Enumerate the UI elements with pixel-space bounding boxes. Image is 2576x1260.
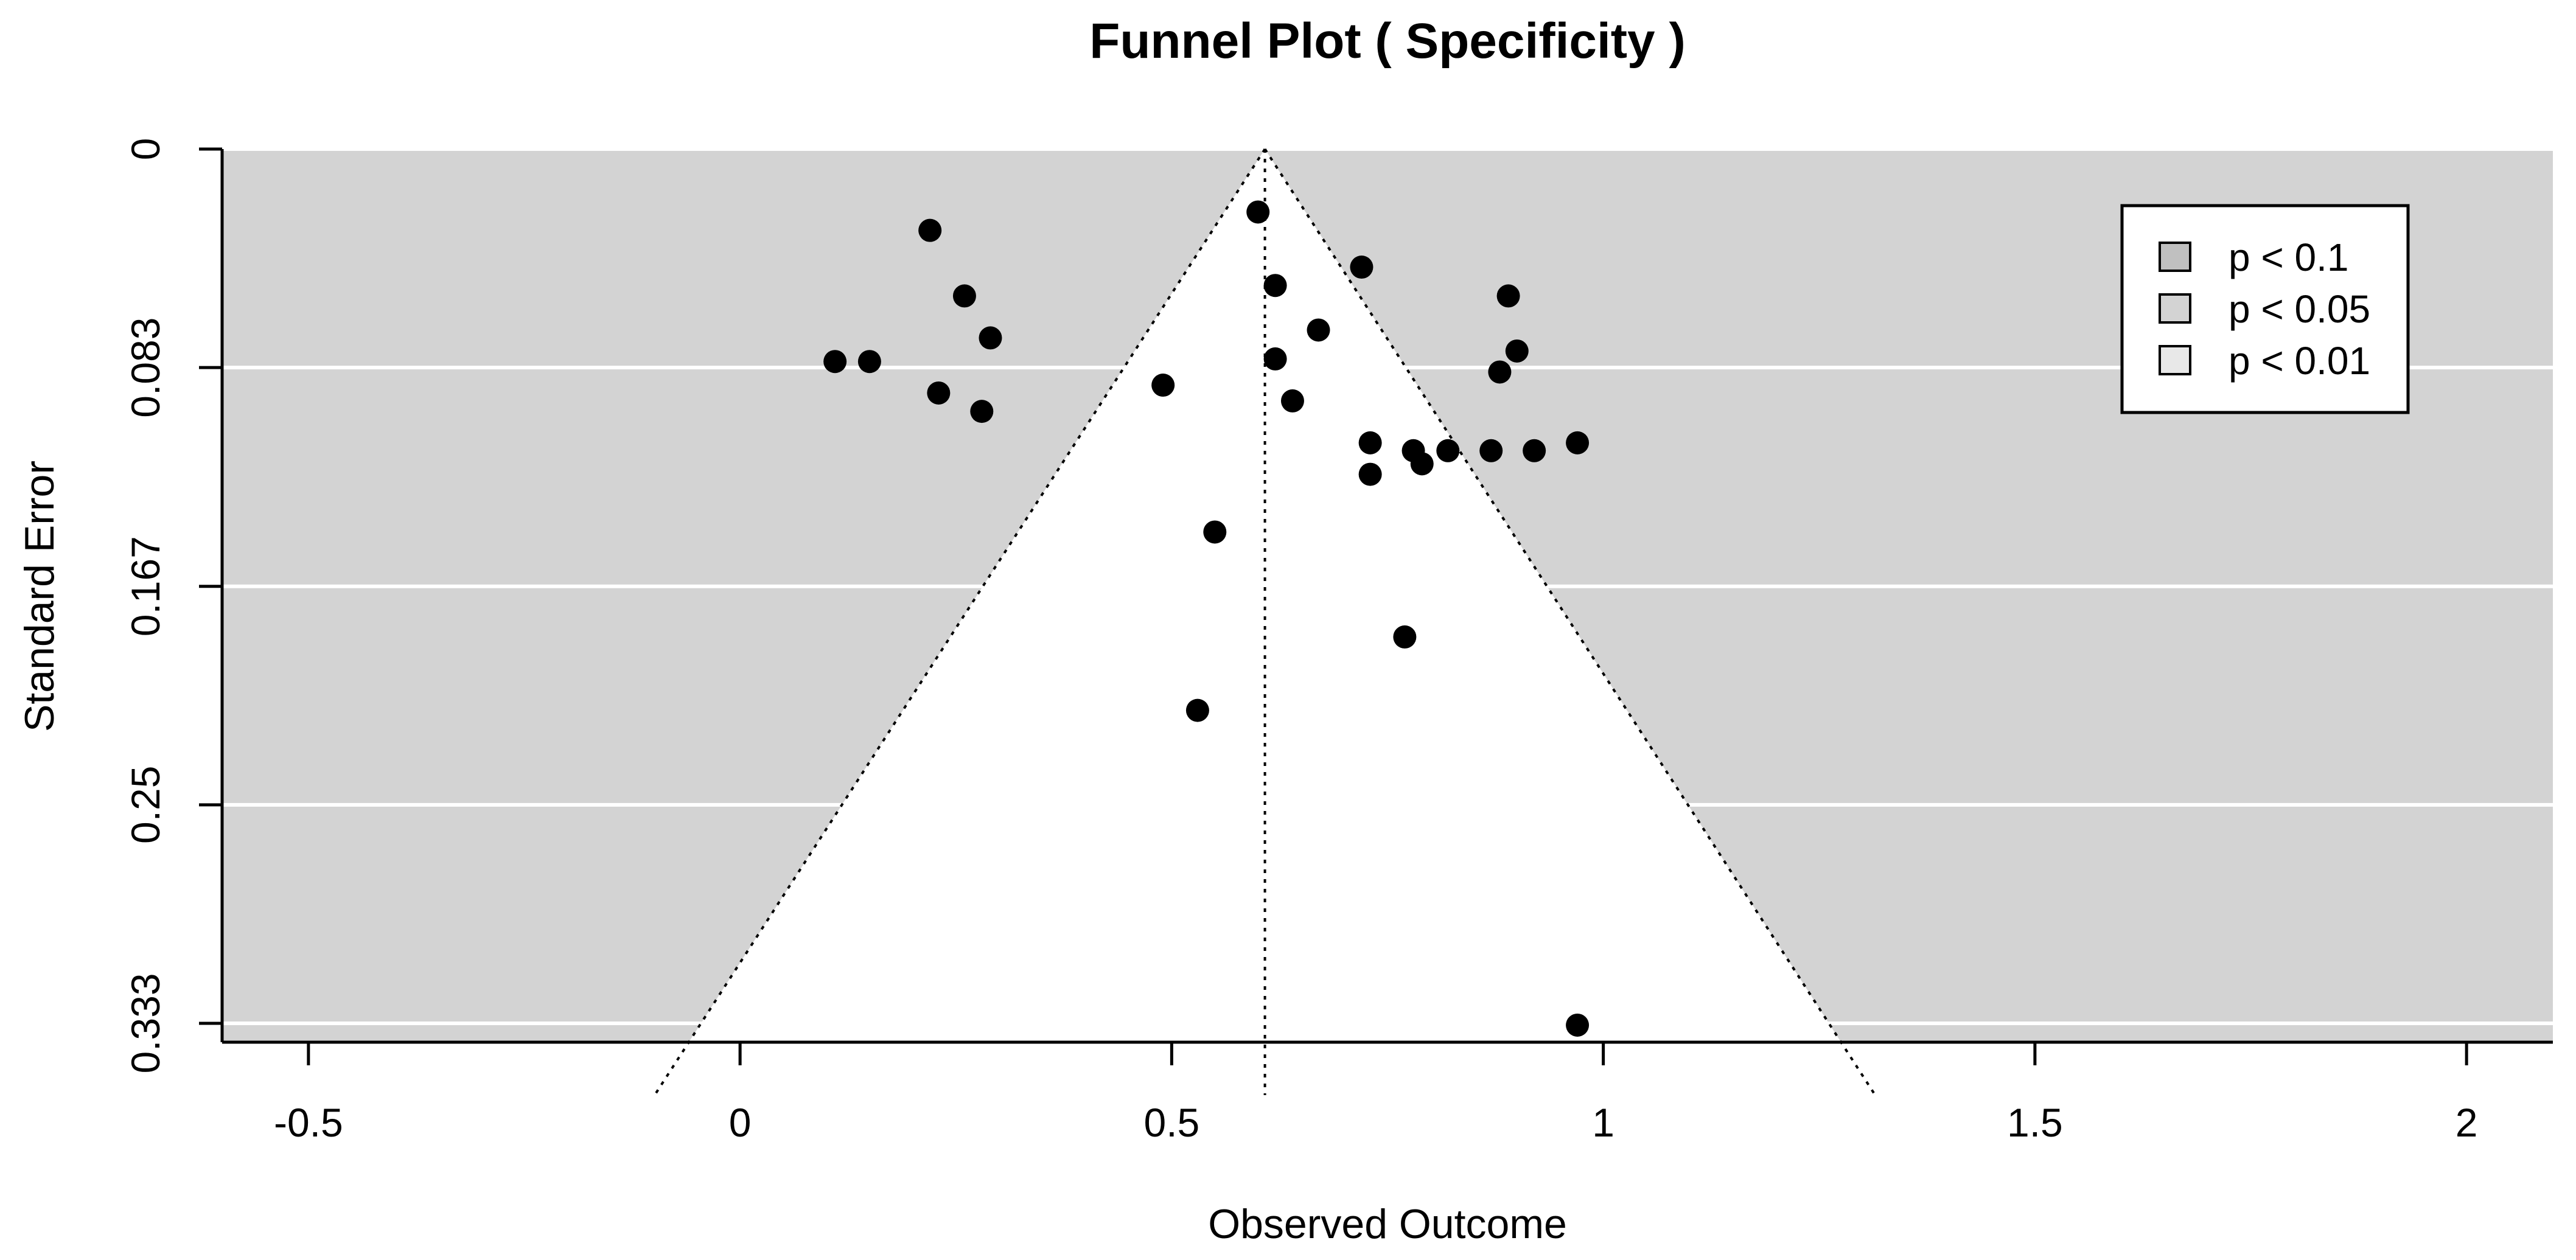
- data-point-2: [979, 326, 1002, 350]
- data-point-24: [1496, 284, 1520, 308]
- y-tick-label-2: 0.167: [123, 536, 168, 636]
- legend: p < 0.1 p < 0.05 p < 0.01: [2120, 204, 2410, 414]
- legend-swatch-2: [2159, 345, 2191, 375]
- data-point-14: [1358, 431, 1382, 454]
- y-tick-label-1: 0.083: [123, 318, 168, 418]
- x-tick-label-2: 0.5: [1143, 1100, 1199, 1145]
- legend-swatch-1: [2159, 293, 2191, 324]
- funnel-left-line: [654, 148, 1266, 1096]
- x-tick-label-3: 1: [1592, 1100, 1614, 1145]
- data-point-5: [927, 381, 951, 405]
- data-point-8: [1246, 200, 1270, 224]
- legend-swatch-0: [2159, 242, 2191, 272]
- funnel-region: [688, 149, 1841, 1042]
- x-tick-label-4: 1.5: [2007, 1100, 2063, 1145]
- data-point-7: [1151, 374, 1175, 397]
- chart-title: Funnel Plot ( Specificity ): [1089, 13, 1686, 69]
- funnel-group: [688, 149, 1841, 1042]
- data-point-4: [857, 350, 881, 374]
- x-tick-label-1: 0: [729, 1100, 752, 1145]
- data-point-0: [918, 218, 942, 242]
- data-point-6: [970, 400, 994, 423]
- data-point-19: [1479, 439, 1503, 462]
- data-point-25: [1203, 520, 1227, 544]
- data-point-28: [1566, 1013, 1590, 1037]
- data-point-23: [1505, 339, 1529, 363]
- legend-label-0: p < 0.1: [2229, 235, 2349, 279]
- data-point-12: [1307, 318, 1330, 342]
- data-point-9: [1263, 274, 1287, 298]
- funnel-right-line: [1263, 148, 1877, 1096]
- data-point-22: [1488, 360, 1512, 384]
- data-point-1: [952, 284, 976, 308]
- data-point-18: [1436, 439, 1460, 462]
- y-tick-label-0: 0: [123, 138, 168, 161]
- data-point-26: [1393, 625, 1417, 649]
- data-point-11: [1280, 389, 1304, 412]
- data-point-20: [1523, 439, 1546, 462]
- data-point-13: [1350, 256, 1374, 279]
- x-tick-label-0: -0.5: [274, 1100, 343, 1145]
- data-point-3: [823, 350, 847, 374]
- data-point-17: [1410, 452, 1434, 476]
- x-tick-label-5: 2: [2456, 1100, 2478, 1145]
- x-axis-label: Observed Outcome: [1208, 1201, 1567, 1247]
- legend-label-2: p < 0.01: [2229, 339, 2370, 383]
- y-tick-label-3: 0.25: [123, 766, 168, 844]
- data-point-21: [1566, 431, 1590, 454]
- data-point-27: [1185, 698, 1209, 722]
- data-point-15: [1358, 462, 1382, 486]
- legend-label-1: p < 0.05: [2229, 287, 2370, 331]
- y-tick-label-4: 0.333: [123, 973, 168, 1073]
- data-point-10: [1263, 347, 1287, 371]
- y-axis-label: Standard Error: [16, 461, 63, 732]
